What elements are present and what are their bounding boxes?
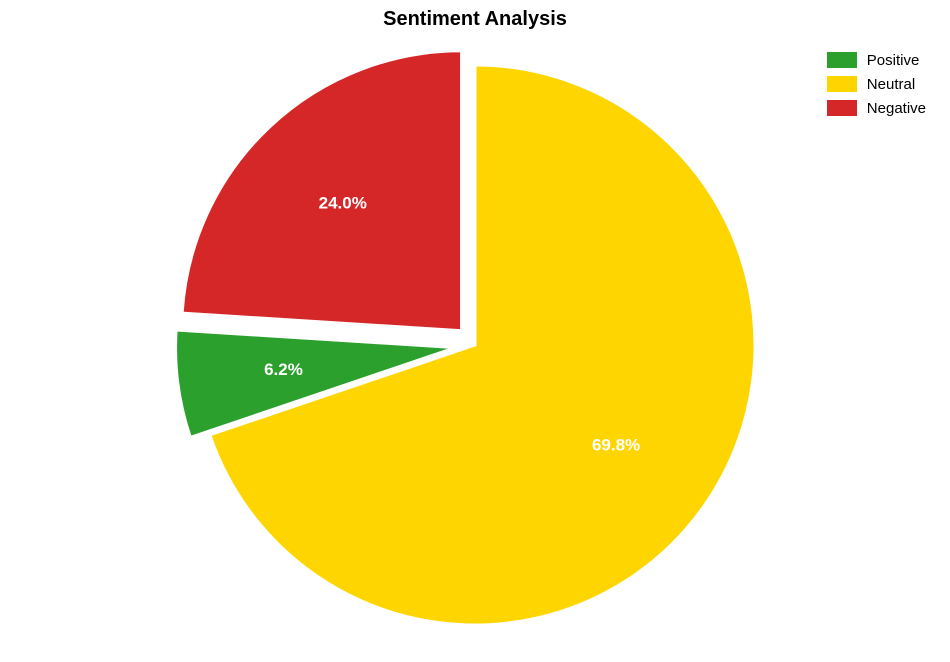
legend-label: Negative xyxy=(867,100,926,117)
legend-swatch xyxy=(827,52,857,68)
legend-swatch xyxy=(827,100,857,116)
legend-item-negative: Negative xyxy=(827,96,926,120)
legend-item-neutral: Neutral xyxy=(827,72,926,96)
chart-container: Sentiment Analysis 24.0%6.2%69.8% Positi… xyxy=(0,0,950,662)
pie-chart-svg: 24.0% 6.2% 69.8% xyxy=(0,0,950,662)
legend: Positive Neutral Negative xyxy=(827,48,926,120)
legend-label: Neutral xyxy=(867,76,915,93)
slice-label-positive: 6.2% xyxy=(264,360,303,379)
slice-label-neutral: 69.8% xyxy=(592,436,640,455)
pie-slice-negative xyxy=(182,51,461,331)
legend-item-positive: Positive xyxy=(827,48,926,72)
legend-label: Positive xyxy=(867,52,920,69)
slice-label-negative: 24.0% xyxy=(319,194,367,213)
legend-swatch xyxy=(827,76,857,92)
